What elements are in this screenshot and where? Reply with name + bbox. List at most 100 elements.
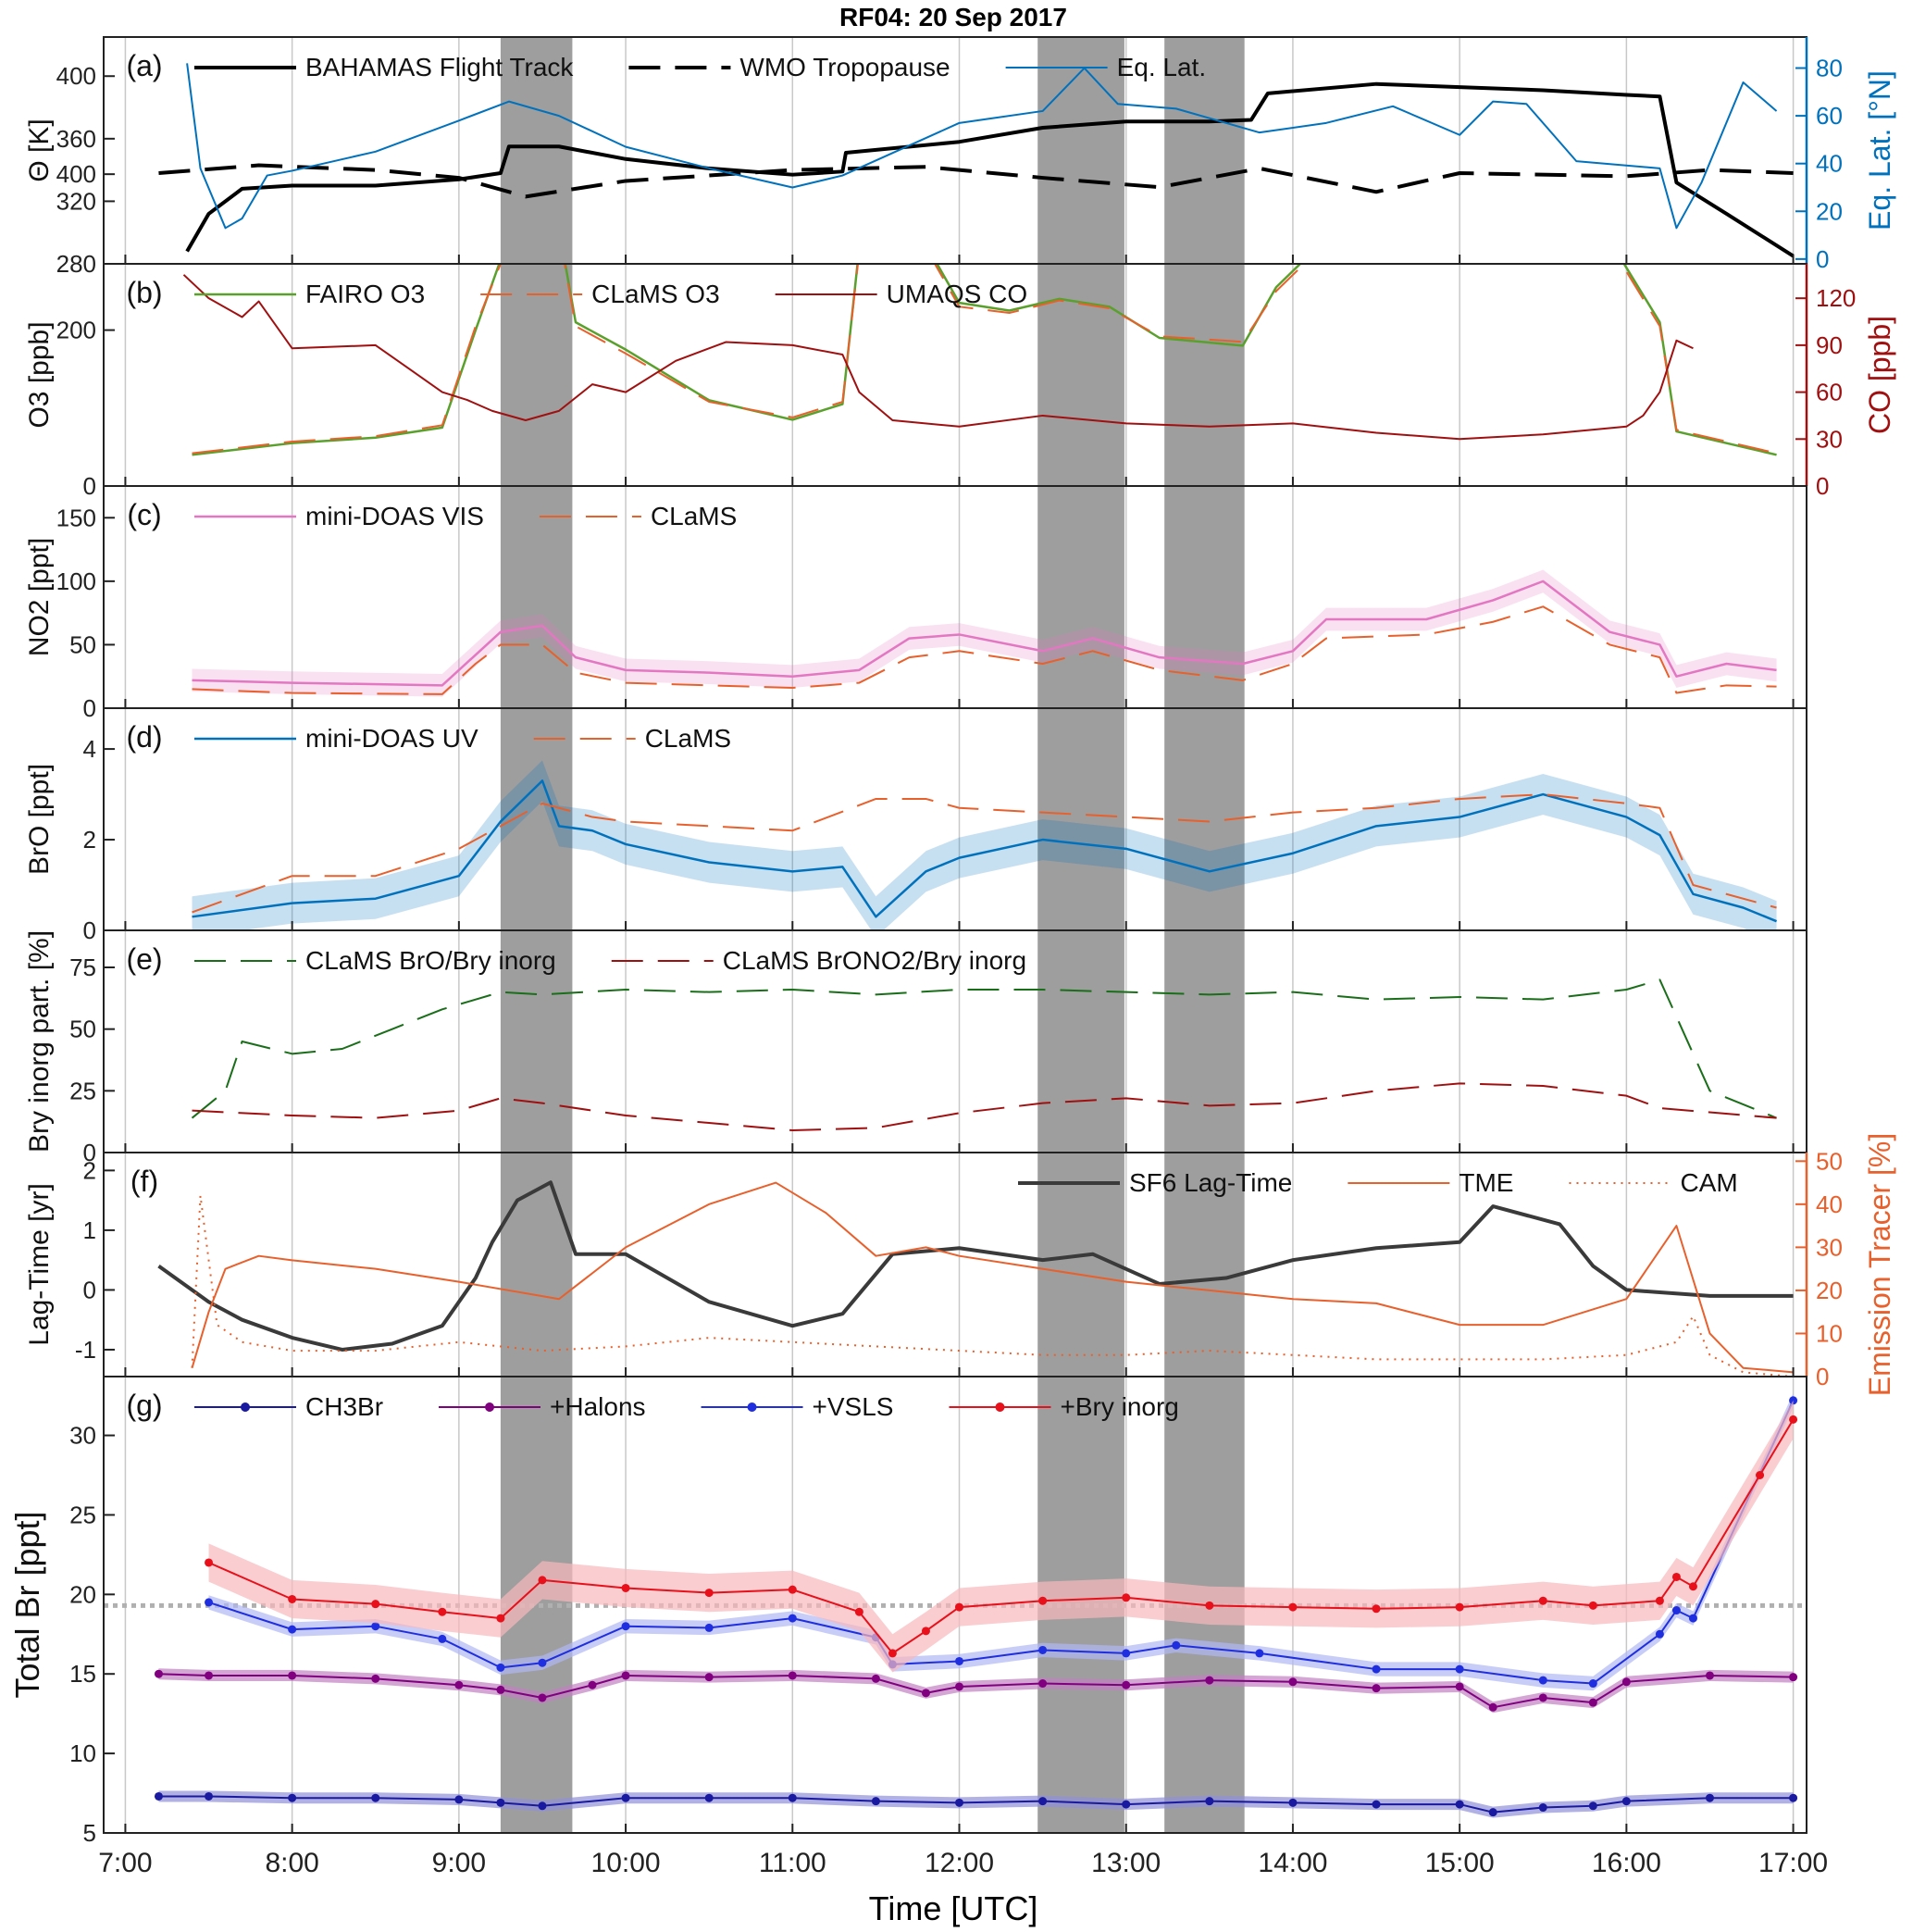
y2-tick-label: 60: [1816, 102, 1843, 130]
legend-label: +Halons: [550, 1392, 646, 1421]
plot-area: [124, 486, 1795, 708]
data-point: [955, 1682, 964, 1691]
panel-label: (c): [127, 498, 161, 531]
data-point: [1588, 1801, 1597, 1811]
x-tick-label: 15:00: [1425, 1848, 1495, 1878]
y-tick-label: 400: [56, 62, 96, 90]
legend-label: CLaMS BrONO2/Bry inorg: [723, 946, 1026, 975]
data-point: [1621, 1797, 1631, 1806]
y-axis-label: O3 [ppb]: [24, 321, 55, 428]
data-point: [1688, 1582, 1697, 1591]
series-line-umaqs-co: [182, 274, 1694, 441]
series-line-eq-lat: [186, 63, 1778, 230]
data-point: [704, 1673, 714, 1682]
x-tick-label: 16:00: [1592, 1848, 1661, 1878]
data-point: [621, 1583, 630, 1592]
series-band-bry-inorg: [208, 1400, 1794, 1673]
panel-e: 0 25 50 75 Bry inorg part. [%] (e) CLaMS BrO/B…: [24, 929, 1807, 1166]
y-axis-label: Lag-Time [yr]: [24, 1183, 55, 1346]
y-axis-label: BrO [ppt]: [24, 764, 55, 875]
y2-tick-label: 50: [1816, 1147, 1843, 1175]
y2-tick-label: 20: [1816, 1277, 1843, 1304]
data-point: [496, 1685, 505, 1694]
y-axis-label: Total Br [ppt]: [8, 1511, 46, 1698]
data-point: [1671, 1572, 1681, 1581]
data-point: [1038, 1596, 1048, 1605]
series-line-tme: [191, 1181, 1794, 1374]
shaded-interval: [1164, 1153, 1245, 1377]
legend-label: CAM: [1680, 1168, 1737, 1197]
data-point: [438, 1607, 447, 1616]
plot-area: [124, 930, 1795, 1153]
legend-label: UMAQS CO: [887, 280, 1027, 308]
data-point: [371, 1674, 380, 1683]
data-point: [538, 1693, 547, 1702]
y2-axis-label: Emission Tracer [%]: [1863, 1133, 1896, 1397]
data-point: [438, 1634, 447, 1643]
legend-label: CLaMS O3: [591, 280, 720, 308]
data-point: [1288, 1798, 1298, 1807]
data-point: [1205, 1676, 1214, 1685]
data-point: [1372, 1800, 1381, 1809]
legend-entry-fairo-o3: FAIRO O3: [194, 280, 425, 308]
legend-marker: [241, 1402, 250, 1412]
y-tick-label: 2: [83, 826, 96, 854]
data-point: [955, 1656, 964, 1665]
shaded-interval: [500, 37, 573, 264]
data-point: [1205, 1797, 1214, 1806]
data-point: [1688, 1614, 1697, 1623]
data-point: [1588, 1679, 1597, 1689]
series-line-wmo-tropopause: [158, 163, 1794, 199]
data-point: [1205, 1601, 1214, 1610]
y-tick-label: 50: [69, 630, 96, 658]
data-point: [1789, 1793, 1798, 1802]
legend-label: CH3Br: [305, 1392, 383, 1421]
data-point: [371, 1600, 380, 1609]
series-line-ch3br: [158, 1795, 1794, 1814]
legend-entry-bahamas-flight-track: BAHAMAS Flight Track: [194, 53, 574, 81]
series-line-clams-bro-bry-inorg: [191, 978, 1777, 1119]
data-point: [1488, 1808, 1497, 1817]
data-point: [1455, 1664, 1464, 1674]
series-line-bry-inorg: [208, 1418, 1795, 1654]
y-tick-label: -1: [75, 1336, 96, 1364]
panel-label: (b): [126, 276, 162, 309]
data-point: [154, 1791, 163, 1801]
data-point: [921, 1627, 930, 1636]
y2-tick-label: 40: [1816, 150, 1843, 178]
data-point: [154, 1669, 163, 1678]
shaded-interval: [500, 930, 573, 1153]
y-tick-label: 400: [56, 160, 96, 188]
data-point: [1038, 1679, 1048, 1689]
data-point: [1372, 1604, 1381, 1614]
legend-label: CLaMS BrO/Bry inorg: [305, 946, 556, 975]
legend-label: mini-DOAS UV: [305, 724, 478, 753]
shaded-interval: [1164, 264, 1245, 486]
data-point: [371, 1793, 380, 1802]
series-line-sf6-lag-time: [157, 1180, 1794, 1352]
data-point: [1038, 1645, 1048, 1654]
x-tick-label: 12:00: [925, 1848, 994, 1878]
legend-marker: [485, 1402, 495, 1412]
y2-tick-label: 20: [1816, 197, 1843, 225]
legend-entry-eq-lat: Eq. Lat.: [1005, 53, 1206, 81]
panel-g: 5 10 15 20 25 30 Total Br [ppt] (g) CH3Br +Halons…: [8, 1376, 1807, 1847]
data-point: [921, 1689, 930, 1698]
legend-entry-vsls: +VSLS: [701, 1392, 893, 1421]
data-point: [205, 1558, 214, 1567]
x-tick-label: 17:00: [1758, 1848, 1828, 1878]
x-tick-label: 14:00: [1258, 1848, 1327, 1878]
plot-area: [124, 264, 1795, 486]
y-tick-label: 0: [83, 694, 96, 722]
y2-tick-label: 90: [1816, 331, 1843, 359]
data-point: [205, 1598, 214, 1607]
panel-label: (e): [126, 942, 162, 976]
data-point: [955, 1602, 964, 1612]
data-point: [955, 1798, 964, 1807]
series-line-clams: [192, 605, 1777, 695]
legend-entry-clams-bro-bry-inorg: CLaMS BrO/Bry inorg: [194, 946, 556, 975]
data-point: [1538, 1676, 1547, 1685]
y2-tick-label: 60: [1816, 379, 1843, 406]
